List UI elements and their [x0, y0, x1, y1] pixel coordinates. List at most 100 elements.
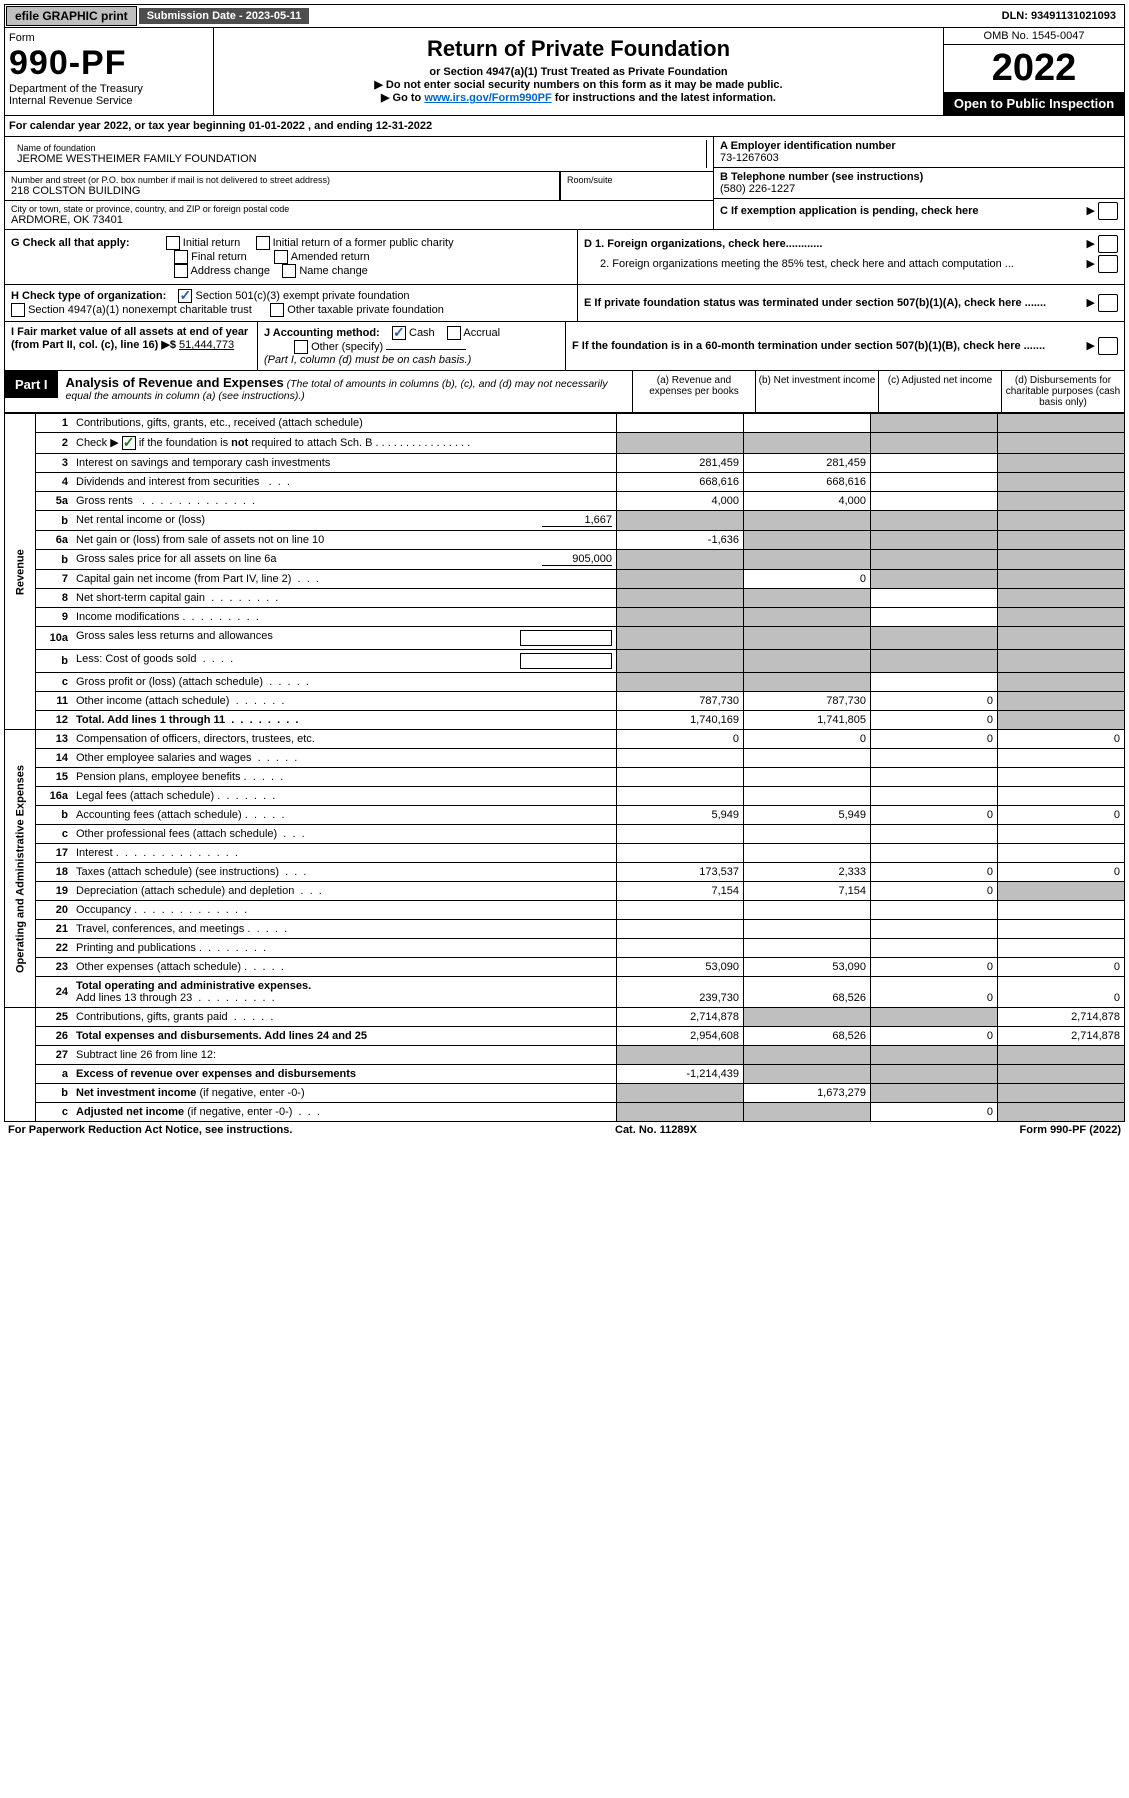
j-cash: Cash: [409, 327, 435, 339]
cell-b: [744, 825, 871, 844]
checkbox-4947[interactable]: [11, 303, 25, 317]
line-text: Contributions, gifts, grants paid: [76, 1011, 228, 1023]
line-desc: Interest on savings and temporary cash i…: [72, 454, 617, 473]
cell-b: [744, 650, 871, 673]
cell-d: [998, 589, 1125, 608]
line-num: 10a: [36, 627, 73, 650]
checkbox-amended[interactable]: [274, 250, 288, 264]
line-desc: Travel, conferences, and meetings . . . …: [72, 920, 617, 939]
checkbox-other-tax[interactable]: [270, 303, 284, 317]
checkbox-address[interactable]: [174, 264, 188, 278]
checkbox-501c3[interactable]: [178, 289, 192, 303]
table-row: 8 Net short-term capital gain . . . . . …: [5, 589, 1125, 608]
top-bar: efile GRAPHIC print Submission Date - 20…: [4, 4, 1125, 28]
j-accrual: Accrual: [463, 327, 500, 339]
line-desc: Depreciation (attach schedule) and deple…: [72, 882, 617, 901]
ein-label: A Employer identification number: [720, 140, 1118, 152]
form-title: Return of Private Foundation: [222, 36, 935, 62]
cell-c: [871, 414, 998, 433]
cell-c: [871, 844, 998, 863]
submission-badge: Submission Date - 2023-05-11: [139, 8, 310, 24]
checkbox-initial-former[interactable]: [256, 236, 270, 250]
checkbox-accrual[interactable]: [447, 326, 461, 340]
cell-a: 239,730: [617, 977, 744, 1008]
checkbox-schb[interactable]: [122, 436, 136, 450]
line-desc: Printing and publications . . . . . . . …: [72, 939, 617, 958]
cell-c: [871, 673, 998, 692]
table-row: 19 Depreciation (attach schedule) and de…: [5, 882, 1125, 901]
checkbox-final[interactable]: [174, 250, 188, 264]
cell-a: 4,000: [617, 492, 744, 511]
line-text: Occupancy: [76, 904, 131, 916]
line-text: Pension plans, employee benefits: [76, 771, 241, 783]
footer-left: For Paperwork Reduction Act Notice, see …: [8, 1124, 292, 1136]
cell-b: [744, 550, 871, 570]
cell-a: [617, 673, 744, 692]
part1-header: Part I Analysis of Revenue and Expenses …: [4, 371, 1125, 413]
table-row: 22 Printing and publications . . . . . .…: [5, 939, 1125, 958]
cell-b: 7,154: [744, 882, 871, 901]
line-desc: Total. Add lines 1 through 11 . . . . . …: [72, 711, 617, 730]
line-text: Other professional fees (attach schedule…: [76, 828, 277, 840]
line-num: 13: [36, 730, 73, 749]
cell-c: 0: [871, 977, 998, 1008]
cell-c: [871, 473, 998, 492]
irs-link[interactable]: www.irs.gov/Form990PF: [424, 92, 551, 104]
d1-check: ▶: [1086, 235, 1118, 253]
table-row: 20 Occupancy . . . . . . . . . . . . .: [5, 901, 1125, 920]
cell-c: [871, 1065, 998, 1084]
exemption-label: C If exemption application is pending, c…: [720, 205, 979, 217]
line-desc: Net rental income or (loss) 1,667: [72, 511, 617, 531]
checkbox-f[interactable]: [1098, 337, 1118, 355]
footer-right: Form 990-PF (2022): [1020, 1124, 1122, 1136]
dept-label: Department of the Treasury: [9, 83, 209, 95]
cell-d: 2,714,878: [998, 1008, 1125, 1027]
cell-c: [871, 1046, 998, 1065]
cell-c: [871, 768, 998, 787]
line-num: 5a: [36, 492, 73, 511]
g-item-4: Address change: [191, 265, 271, 277]
cell-a: [617, 825, 744, 844]
checkbox-other-method[interactable]: [294, 340, 308, 354]
table-row: 26 Total expenses and disbursements. Add…: [5, 1027, 1125, 1046]
cell-b: [744, 589, 871, 608]
cell-b: 787,730: [744, 692, 871, 711]
cell-b: 68,526: [744, 1027, 871, 1046]
line-text: Gross rents: [76, 495, 133, 507]
revenue-side-label: Revenue: [5, 414, 36, 730]
checkbox-initial[interactable]: [166, 236, 180, 250]
cell-c: [871, 1084, 998, 1103]
table-row: 14 Other employee salaries and wages . .…: [5, 749, 1125, 768]
checkbox-d2[interactable]: [1098, 255, 1118, 273]
line-text: Accounting fees (attach schedule): [76, 809, 242, 821]
line-desc: Dividends and interest from securities .…: [72, 473, 617, 492]
line-desc: Total expenses and disbursements. Add li…: [72, 1027, 617, 1046]
cell-a: 668,616: [617, 473, 744, 492]
line-text: Gross sales price for all assets on line…: [76, 553, 277, 565]
d1-label: D 1. Foreign organizations, check here..…: [584, 238, 822, 250]
j-other: Other (specify): [311, 341, 383, 353]
cell-a: -1,636: [617, 531, 744, 550]
table-row: c Adjusted net income (if negative, ente…: [5, 1103, 1125, 1122]
checkbox-e[interactable]: [1098, 294, 1118, 312]
f-check: ▶: [1086, 337, 1118, 355]
efile-button[interactable]: efile GRAPHIC print: [6, 6, 137, 26]
line-num: 6a: [36, 531, 73, 550]
part1-title: Analysis of Revenue and Expenses: [66, 375, 284, 390]
checkbox-c[interactable]: [1098, 202, 1118, 220]
blank-side: [5, 1008, 36, 1122]
header-mid: Return of Private Foundation or Section …: [214, 28, 943, 115]
h-label: H Check type of organization:: [11, 290, 166, 302]
table-row: 5a Gross rents . . . . . . . . . . . . .…: [5, 492, 1125, 511]
cell-a: [617, 844, 744, 863]
inline-value: 1,667: [542, 514, 612, 527]
checkbox-name[interactable]: [282, 264, 296, 278]
checkbox-d1[interactable]: [1098, 235, 1118, 253]
col-b-head: (b) Net investment income: [755, 371, 878, 412]
header-left: Form 990-PF Department of the Treasury I…: [5, 28, 214, 115]
cell-d: [998, 1065, 1125, 1084]
fmv-value: 51,444,773: [179, 339, 234, 351]
cell-d: [998, 608, 1125, 627]
checkbox-cash[interactable]: [392, 326, 406, 340]
cell-c: [871, 531, 998, 550]
